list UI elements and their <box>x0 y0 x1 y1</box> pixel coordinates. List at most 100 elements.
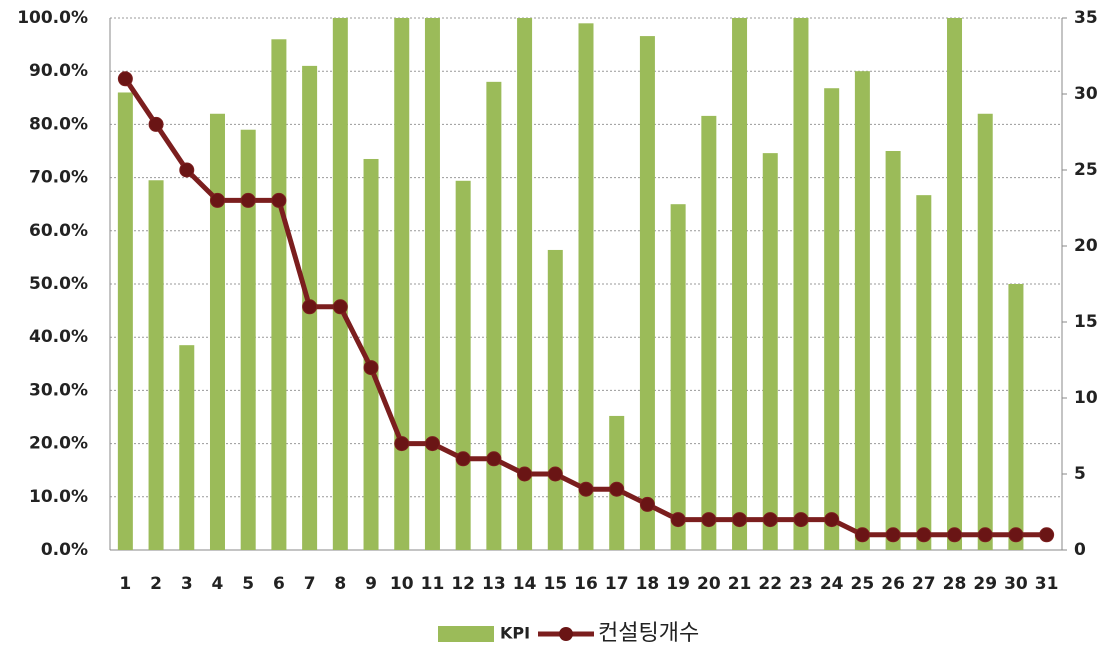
x-tick-label: 12 <box>451 574 475 594</box>
bar <box>547 249 563 550</box>
x-tick-label: 15 <box>543 574 567 594</box>
legend-marker <box>559 627 573 641</box>
x-tick-label: 21 <box>728 574 752 594</box>
marker <box>486 451 502 467</box>
marker <box>117 71 133 87</box>
x-tick-label: 16 <box>574 574 598 594</box>
marker <box>179 162 195 178</box>
x-tick-label: 14 <box>513 574 537 594</box>
y-tick-label: 40.0% <box>29 327 88 347</box>
x-tick-label: 4 <box>212 574 224 594</box>
legend-swatch <box>438 626 494 642</box>
legend-label: 컨설팅개수 <box>598 621 699 646</box>
x-tick-label: 3 <box>181 574 193 594</box>
bar <box>394 18 410 550</box>
bar <box>947 18 963 550</box>
bar <box>209 113 225 550</box>
bar <box>455 180 471 551</box>
bar <box>793 18 809 550</box>
marker <box>732 512 748 528</box>
x-tick-label: 10 <box>390 574 414 594</box>
y2-tick-label: 0 <box>1074 540 1086 560</box>
y-tick-label: 30.0% <box>29 380 88 400</box>
x-tick-label: 30 <box>1004 574 1028 594</box>
marker <box>885 527 901 543</box>
marker <box>670 512 686 528</box>
x-tick-label: 28 <box>943 574 967 594</box>
bar <box>854 71 870 550</box>
y2-tick-label: 20 <box>1074 236 1098 256</box>
marker <box>578 481 594 497</box>
y2-tick-label: 15 <box>1074 312 1098 332</box>
x-tick-label: 8 <box>334 574 346 594</box>
marker <box>1039 527 1055 543</box>
marker <box>148 116 164 132</box>
marker <box>609 481 625 497</box>
bar <box>670 204 686 550</box>
x-tick-label: 27 <box>912 574 936 594</box>
marker <box>947 527 963 543</box>
y-tick-label: 50.0% <box>29 274 88 294</box>
bar <box>762 153 778 551</box>
marker <box>793 512 809 528</box>
marker <box>1008 527 1024 543</box>
x-tick-label: 25 <box>851 574 875 594</box>
marker <box>332 299 348 315</box>
bar <box>517 18 533 550</box>
x-tick-label: 29 <box>973 574 997 594</box>
x-tick-label: 7 <box>304 574 316 594</box>
x-tick-label: 11 <box>421 574 445 594</box>
y2-tick-label: 10 <box>1074 388 1098 408</box>
y-tick-label: 60.0% <box>29 221 88 241</box>
bar <box>271 39 287 550</box>
marker <box>701 512 717 528</box>
y2-tick-label: 25 <box>1074 160 1098 180</box>
marker <box>517 466 533 482</box>
y-tick-label: 20.0% <box>29 434 88 454</box>
y2-tick-label: 30 <box>1074 84 1098 104</box>
marker <box>424 436 440 452</box>
bar <box>824 88 840 550</box>
bar <box>363 158 379 551</box>
x-tick-label: 13 <box>482 574 506 594</box>
y2-tick-label: 35 <box>1074 8 1098 28</box>
bar <box>332 18 348 550</box>
bar <box>117 92 133 550</box>
y-tick-label: 80.0% <box>29 114 88 134</box>
x-tick-label: 9 <box>365 574 377 594</box>
x-tick-label: 18 <box>636 574 660 594</box>
marker <box>240 192 256 208</box>
bar <box>179 345 195 550</box>
marker <box>977 527 993 543</box>
bar <box>1008 284 1024 550</box>
x-tick-label: 22 <box>758 574 782 594</box>
bar <box>148 180 164 550</box>
bar <box>486 81 502 550</box>
y-tick-label: 70.0% <box>29 168 88 188</box>
x-tick-label: 26 <box>881 574 905 594</box>
marker <box>363 360 379 376</box>
y2-tick-label: 5 <box>1074 464 1086 484</box>
marker <box>271 192 287 208</box>
marker <box>916 527 932 543</box>
x-tick-label: 2 <box>150 574 162 594</box>
x-tick-label: 24 <box>820 574 844 594</box>
marker <box>394 436 410 452</box>
y-tick-label: 10.0% <box>29 487 88 507</box>
x-tick-label: 19 <box>666 574 690 594</box>
x-tick-label: 31 <box>1035 574 1059 594</box>
bar <box>424 18 440 550</box>
marker <box>762 512 778 528</box>
bar <box>977 113 993 550</box>
x-tick-label: 1 <box>119 574 131 594</box>
marker <box>547 466 563 482</box>
bar <box>732 18 748 550</box>
bar <box>701 115 717 550</box>
marker <box>302 299 318 315</box>
legend-label: KPI <box>500 624 530 643</box>
marker <box>639 496 655 512</box>
marker <box>824 512 840 528</box>
bar <box>639 36 655 550</box>
x-tick-label: 20 <box>697 574 721 594</box>
